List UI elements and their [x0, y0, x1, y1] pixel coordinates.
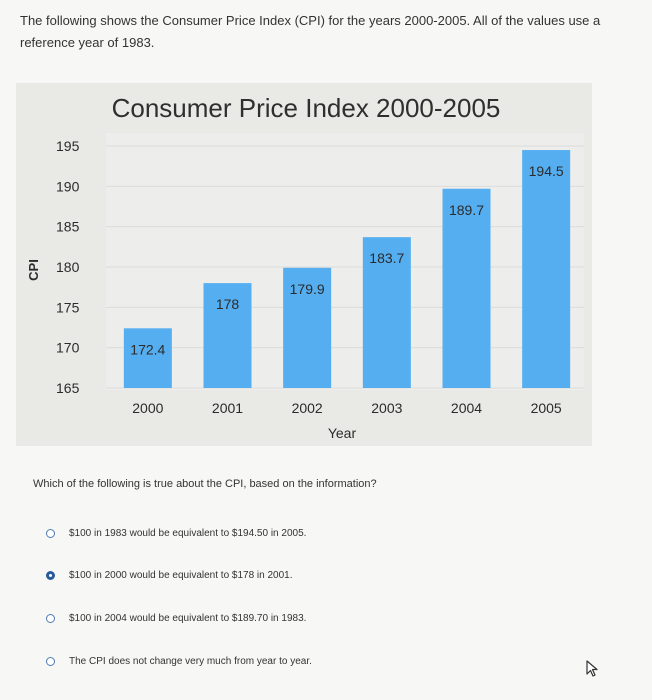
answer-option-3[interactable]: $100 in 2004 would be equivalent to $189…: [46, 613, 306, 624]
x-tick-label: 2003: [371, 400, 402, 416]
answer-option-4[interactable]: The CPI does not change very much from y…: [46, 656, 312, 667]
chart-panel: 195 190 185 180 175 170 165 Consumer Price Inde…: [16, 83, 592, 446]
bar-value-label: 183.7: [369, 250, 404, 266]
bar-value-label: 189.7: [449, 202, 484, 218]
option-label: $100 in 1983 would be equivalent to $194…: [69, 528, 307, 539]
x-tick-label: 2005: [531, 400, 562, 416]
y-tick-label: 175: [56, 299, 80, 315]
y-tick-label: 195: [56, 138, 80, 154]
bar-value-label: 179.9: [290, 281, 325, 297]
bar-value-label: 172.4: [130, 341, 165, 357]
question-text: Which of the following is true about the…: [33, 478, 377, 490]
x-axis-label: Year: [328, 425, 357, 441]
y-axis-label: CPI: [26, 259, 41, 281]
bar-2002: [283, 267, 332, 388]
y-tick-label: 180: [56, 259, 80, 275]
option-label: The CPI does not change very much from y…: [69, 656, 312, 667]
bar-2004: [442, 188, 491, 388]
radio-button-icon[interactable]: [46, 657, 55, 666]
intro-text: The following shows the Consumer Price I…: [20, 13, 601, 50]
x-tick-label: 2000: [132, 400, 163, 416]
answer-option-1[interactable]: $100 in 1983 would be equivalent to $194…: [46, 528, 306, 539]
bar-2001: [203, 283, 252, 388]
bar-value-label: 194.5: [529, 163, 564, 179]
y-tick-label: 185: [56, 219, 80, 235]
bar-2003: [362, 237, 411, 388]
option-label: $100 in 2000 would be equivalent to $178…: [69, 570, 293, 581]
y-tick-label: 190: [56, 178, 80, 194]
cpi-bar-chart: 195 190 185 180 175 170 165 Consumer Price Inde…: [26, 93, 584, 441]
x-tick-label: 2001: [212, 400, 243, 416]
bar-2005: [522, 150, 571, 388]
plot-area: [106, 133, 584, 390]
chart-title: Consumer Price Index 2000-2005: [112, 93, 501, 123]
answer-option-2[interactable]: $100 in 2000 would be equivalent to $178…: [46, 570, 293, 581]
mouse-pointer-icon: [586, 660, 598, 677]
bar-2000: [123, 328, 172, 388]
option-label: $100 in 2004 would be equivalent to $189…: [69, 613, 307, 624]
x-tick-label: 2002: [292, 400, 323, 416]
x-tick-label: 2004: [451, 400, 482, 416]
y-tick-label: 170: [56, 340, 80, 356]
y-tick-label: 165: [56, 380, 80, 396]
radio-button-icon[interactable]: [46, 529, 55, 538]
radio-button-icon[interactable]: [46, 614, 55, 623]
bar-value-label: 178: [216, 296, 240, 312]
radio-button-selected-icon[interactable]: [46, 571, 55, 580]
